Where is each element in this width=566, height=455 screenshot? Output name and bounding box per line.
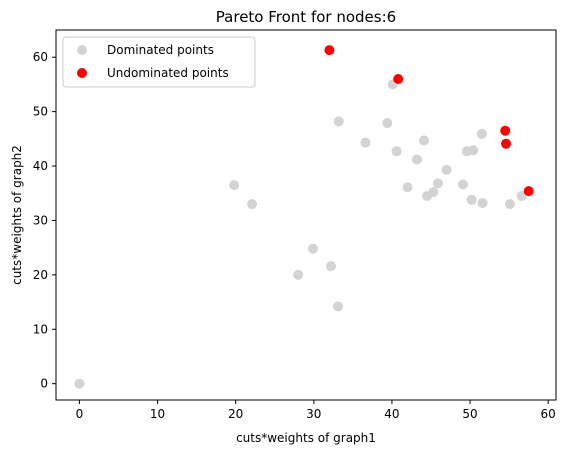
legend-marker-undominated [77,68,87,78]
dominated-point-18 [441,164,452,175]
undominated-point-0 [324,45,335,56]
undominated-point-4 [523,186,534,197]
dominated-point-3 [293,269,304,280]
chart-title: Pareto Front for nodes:6 [216,8,396,26]
x-tick-label-30: 30 [306,407,321,421]
dominated-point-7 [333,116,344,127]
legend-box [62,36,256,88]
dominated-point-14 [419,135,429,146]
dominated-point-17 [433,178,443,189]
dominated-point-24 [477,198,488,208]
undominated-point-3 [501,138,511,149]
x-tick-label-60: 60 [541,407,556,421]
x-axis-label: cuts*weights of graph1 [236,431,376,445]
dominated-point-26 [516,191,527,201]
dominated-point-9 [382,118,393,128]
dominated-point-0 [74,378,85,389]
y-tick-label-20: 20 [33,268,48,282]
y-tick-label-0: 0 [40,377,48,391]
legend-marker-dominated [77,45,87,55]
x-tick-label-50: 50 [462,407,477,421]
dominated-point-1 [229,180,240,191]
dominated-point-21 [466,194,477,205]
dominated-point-4 [308,243,318,254]
y-tick-label-30: 30 [33,213,48,227]
undominated-point-2 [500,125,511,136]
legend-label-dominated: Dominated points [107,43,214,57]
x-tick-label-10: 10 [150,407,165,421]
dominated-point-22 [468,145,479,156]
dominated-point-23 [476,128,487,139]
y-axis-label: cuts*weights of graph2 [10,145,24,285]
dominated-point-11 [391,146,402,157]
dominated-point-13 [411,154,422,165]
x-tick-label-40: 40 [384,407,399,421]
x-tick-label-20: 20 [228,407,243,421]
dominated-point-6 [333,301,343,312]
plot-points [74,45,534,389]
dominated-point-19 [458,179,468,190]
dominated-point-5 [326,261,336,272]
y-tick-label-50: 50 [33,105,48,119]
undominated-point-1 [393,74,404,84]
legend: Dominated points Undominated points [62,36,256,88]
legend-label-undominated: Undominated points [107,66,229,80]
y-tick-label-60: 60 [33,50,48,64]
dominated-point-25 [504,199,515,210]
x-axis: 0 10 20 30 40 50 60 [76,400,556,421]
y-axis: 0 10 20 30 40 50 60 [33,50,56,391]
dominated-point-12 [402,182,413,193]
dominated-point-8 [360,137,371,148]
plot-frame [55,29,557,401]
y-tick-label-10: 10 [33,322,48,336]
x-tick-label-0: 0 [76,407,84,421]
dominated-point-2 [247,199,258,210]
y-tick-label-40: 40 [33,159,48,173]
dominated-point-16 [428,187,439,198]
